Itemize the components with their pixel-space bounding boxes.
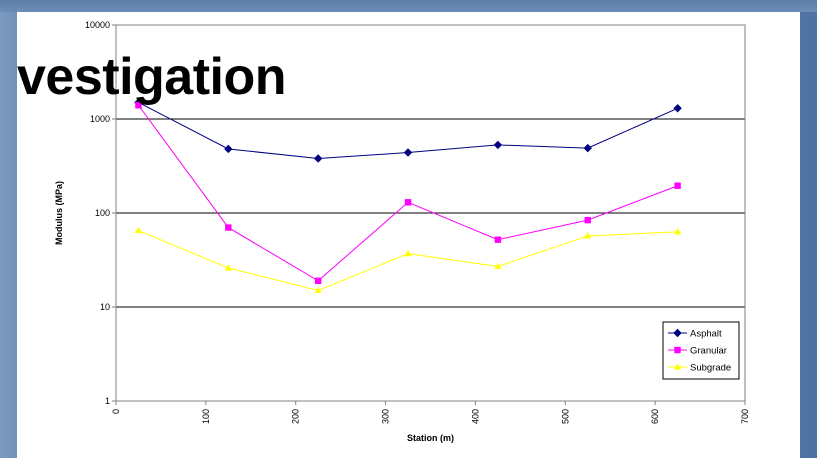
chart-panel: 0 100 200 300 400 500 600 700 1 10 100 1000 10000 S… bbox=[17, 12, 800, 458]
data-point bbox=[584, 216, 591, 224]
x-tick-label: 400 bbox=[470, 409, 480, 424]
data-point bbox=[674, 182, 681, 189]
data-point bbox=[135, 102, 142, 109]
legend-label: Asphalt bbox=[690, 329, 722, 340]
data-point bbox=[583, 143, 592, 153]
data-point bbox=[225, 224, 232, 231]
series-subgrade bbox=[134, 226, 682, 294]
y-tick-label: 100 bbox=[95, 208, 110, 218]
legend-item-granular: Granular bbox=[668, 346, 727, 357]
x-axis-ticks: 0 100 200 300 400 500 600 700 bbox=[111, 401, 750, 424]
data-point bbox=[134, 226, 143, 234]
data-point bbox=[584, 232, 592, 239]
data-point bbox=[403, 148, 413, 157]
x-tick-label: 700 bbox=[740, 409, 750, 424]
y-tick-label: 10000 bbox=[85, 20, 110, 30]
legend-label: Subgrade bbox=[690, 363, 731, 374]
data-point bbox=[224, 144, 233, 154]
legend-swatch-marker bbox=[673, 363, 682, 370]
x-tick-label: 300 bbox=[381, 409, 391, 424]
data-point bbox=[224, 264, 232, 271]
line-chart: 0 100 200 300 400 500 600 700 1 10 100 1000 10000 S… bbox=[54, 20, 750, 443]
y-axis-ticks: 1 10 100 1000 10000 bbox=[85, 20, 116, 406]
gridlines bbox=[116, 118, 745, 308]
y-tick-label: 1000 bbox=[90, 114, 110, 124]
data-point bbox=[314, 286, 322, 294]
series-line bbox=[138, 230, 678, 291]
x-tick-label: 100 bbox=[201, 409, 211, 424]
y-tick-label: 10 bbox=[100, 302, 110, 312]
legend-item-subgrade: Subgrade bbox=[668, 363, 731, 374]
x-tick-label: 200 bbox=[291, 409, 301, 424]
data-point bbox=[404, 199, 412, 206]
x-tick-label: 0 bbox=[111, 409, 121, 414]
legend-item-asphalt: Asphalt bbox=[668, 329, 722, 340]
data-point bbox=[494, 236, 502, 243]
legend-label: Granular bbox=[690, 346, 727, 357]
y-tick-label: 1 bbox=[105, 396, 110, 406]
x-tick-label: 600 bbox=[650, 409, 660, 424]
data-point bbox=[493, 140, 503, 150]
data-point bbox=[313, 154, 323, 163]
x-axis-title: Station (m) bbox=[407, 433, 454, 443]
slide-top-bar bbox=[0, 0, 817, 12]
x-tick-label: 500 bbox=[560, 409, 570, 424]
legend-swatch-marker bbox=[674, 346, 681, 354]
series-granular bbox=[135, 102, 681, 284]
series-group bbox=[134, 98, 682, 294]
legend-swatch-marker bbox=[673, 328, 682, 338]
y-axis-title: Modulus (MPa) bbox=[54, 181, 64, 245]
data-point bbox=[494, 262, 502, 270]
data-point bbox=[673, 104, 682, 113]
legend: Asphalt Granular Subgrade bbox=[662, 321, 740, 380]
data-point bbox=[404, 249, 412, 257]
slide-title: vestigation bbox=[17, 48, 287, 106]
data-point bbox=[314, 277, 322, 284]
data-point bbox=[674, 228, 682, 235]
